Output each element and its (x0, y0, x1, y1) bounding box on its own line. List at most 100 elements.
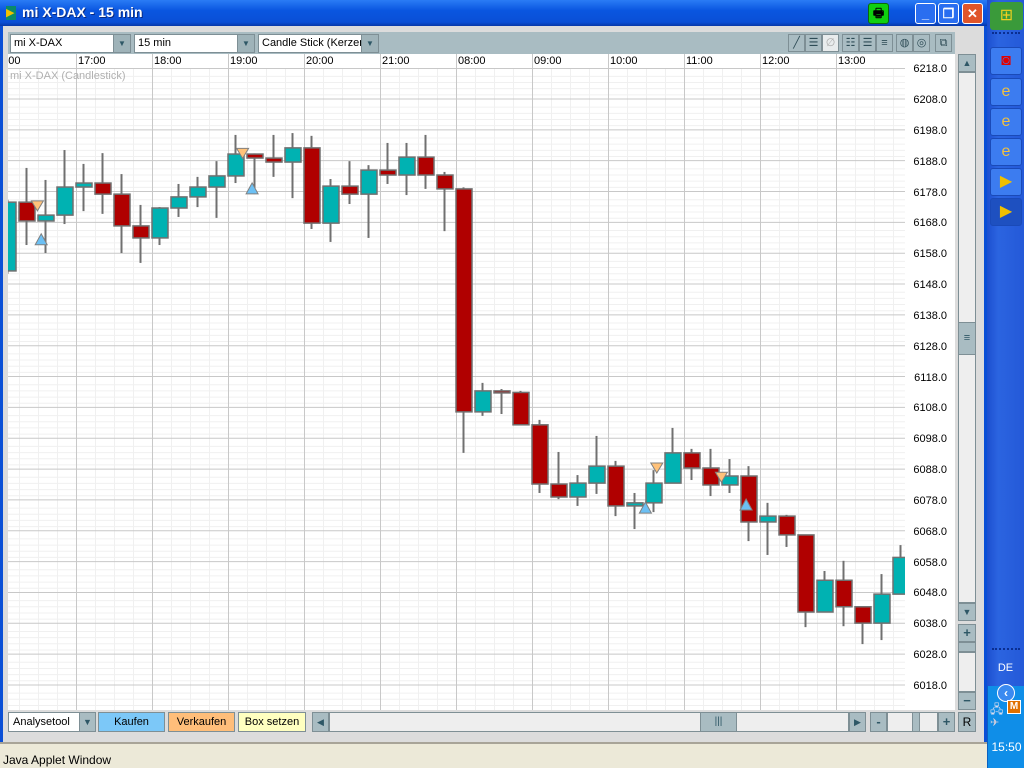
candle-up (873, 593, 891, 624)
vertical-zoom-track[interactable] (958, 652, 976, 692)
toolbar-grip[interactable] (992, 648, 1020, 652)
price-tick-label: 6048.0 (913, 587, 947, 600)
time-tick-label: 16:00 (8, 55, 21, 67)
status-text: Java Applet Window (3, 753, 112, 767)
vertical-zoom-in-button[interactable]: + (958, 624, 976, 642)
chevron-down-icon[interactable]: ▼ (113, 35, 130, 52)
chart-type-value: Candle Stick (Kerzen (262, 37, 366, 49)
reset-button[interactable]: R (958, 712, 976, 732)
vertical-zoom-out-button[interactable]: − (958, 692, 976, 710)
candle-up (322, 185, 340, 224)
time-tick-label: 17:00 (78, 55, 106, 67)
time-tick-label: 20:00 (306, 55, 334, 67)
start-button[interactable]: ⊞ (990, 2, 1023, 30)
chart-plot[interactable] (8, 69, 905, 710)
language-indicator[interactable]: DE (997, 662, 1014, 674)
grid-dense-icon[interactable]: ☷ (842, 34, 859, 52)
price-tick-label: 6178.0 (913, 186, 947, 199)
chevron-down-icon[interactable]: ▼ (237, 35, 254, 52)
chevron-left-icon[interactable]: ‹ (997, 684, 1015, 702)
candle-up (75, 182, 93, 188)
java-applet-icon[interactable]: ▶ (990, 168, 1022, 196)
time-tick-label: 12:00 (762, 55, 790, 67)
horizontal-scroll-track[interactable] (329, 712, 849, 732)
price-tick-label: 6158.0 (913, 248, 947, 261)
candle-down (550, 483, 568, 498)
buy-signal-marker (245, 181, 259, 195)
candle-up (816, 579, 834, 613)
satellite-icon[interactable]: ✈ (990, 717, 1000, 729)
candle-up (37, 214, 55, 222)
candle-down (493, 390, 511, 394)
price-tick-label: 6018.0 (913, 679, 947, 692)
zoom-out-icon[interactable]: ◍ (896, 34, 913, 52)
time-tick (380, 54, 381, 68)
chevron-down-icon[interactable]: ▼ (361, 35, 378, 52)
close-button[interactable]: ✕ (962, 3, 983, 24)
candle-up (759, 515, 777, 523)
interval-value: 15 min (138, 37, 172, 49)
time-tick (532, 54, 533, 68)
toolbar-grip[interactable] (992, 32, 1020, 36)
sell-signal-marker (649, 462, 664, 474)
scroll-right-button[interactable]: ▶ (849, 712, 866, 732)
diameter-icon[interactable]: ∅ (822, 34, 839, 52)
vertical-scroll-thumb[interactable]: ≡ (958, 322, 976, 355)
instrument-value: mi X-DAX (14, 37, 63, 49)
zoom-thumb[interactable] (912, 712, 920, 732)
horizontal-scroll-thumb[interactable]: ||| (700, 712, 737, 732)
detach-window-icon[interactable]: ⧉ (935, 34, 952, 52)
sell-button[interactable]: Verkaufen (168, 712, 235, 732)
instrument-select[interactable]: mi X-DAX ▼ (10, 34, 131, 53)
price-tick-label: 6128.0 (913, 340, 947, 353)
title-bar[interactable]: ▶ mi X-DAX - 15 min 🖶 _ ❐ ✕ (0, 0, 987, 26)
time-tick (456, 54, 457, 68)
vertical-zoom-thumb[interactable] (958, 642, 976, 652)
java-applet-icon[interactable]: ▶ (990, 198, 1022, 226)
time-tick-label: 08:00 (458, 55, 486, 67)
analysis-tool-select[interactable]: Analysetool ▼ (8, 712, 96, 732)
price-tick-label: 6068.0 (913, 525, 947, 538)
scroll-up-button[interactable]: ▲ (958, 54, 976, 72)
m-app-icon[interactable]: M (1007, 700, 1021, 714)
grid-light-icon[interactable]: ≡ (876, 34, 893, 52)
zoom-in-button[interactable]: + (938, 712, 955, 732)
zoom-in-icon[interactable]: ◎ (913, 34, 930, 52)
scroll-left-button[interactable]: ◀ (312, 712, 329, 732)
clock[interactable]: 15:50 (991, 740, 1022, 754)
restore-button[interactable]: ❐ (938, 3, 959, 24)
internet-explorer-icon[interactable]: e (990, 138, 1022, 166)
chevron-down-icon[interactable]: ▼ (79, 712, 96, 732)
candle-up (569, 482, 587, 498)
chart-type-select[interactable]: Candle Stick (Kerzen ▼ (258, 34, 379, 53)
grid-medium-icon[interactable]: ☰ (859, 34, 876, 52)
draw-line-icon[interactable]: ╱ (788, 34, 805, 52)
candle-down (683, 452, 701, 469)
candle-down (607, 465, 625, 507)
sell-signal-marker (30, 200, 45, 212)
interval-select[interactable]: 15 min ▼ (134, 34, 255, 53)
sell-signal-marker (235, 147, 250, 160)
time-tick (152, 54, 153, 68)
buy-signal-marker (34, 232, 49, 246)
minimize-button[interactable]: _ (915, 3, 936, 24)
candle-down (512, 391, 530, 426)
time-tick-label: 11:00 (686, 55, 713, 67)
vodafone-icon[interactable]: ◙ (990, 47, 1022, 75)
candle-down (778, 515, 796, 536)
printer-icon[interactable]: 🖶 (868, 3, 889, 24)
candle-down (18, 201, 36, 222)
buy-button[interactable]: Kaufen (98, 712, 165, 732)
scroll-down-button[interactable]: ▼ (958, 603, 976, 621)
time-tick (836, 54, 837, 68)
candle-up (588, 465, 606, 484)
internet-explorer-icon[interactable]: e (990, 78, 1022, 106)
zoom-out-button[interactable]: - (870, 712, 887, 732)
price-tick-label: 6028.0 (913, 649, 947, 662)
internet-explorer-icon[interactable]: e (990, 108, 1022, 136)
time-tick (304, 54, 305, 68)
box-button[interactable]: Box setzen (238, 712, 306, 732)
horizontal-lines-icon[interactable]: ☰ (805, 34, 822, 52)
network-icon[interactable]: 🖧 (990, 702, 1004, 716)
price-tick-label: 6198.0 (913, 124, 947, 137)
